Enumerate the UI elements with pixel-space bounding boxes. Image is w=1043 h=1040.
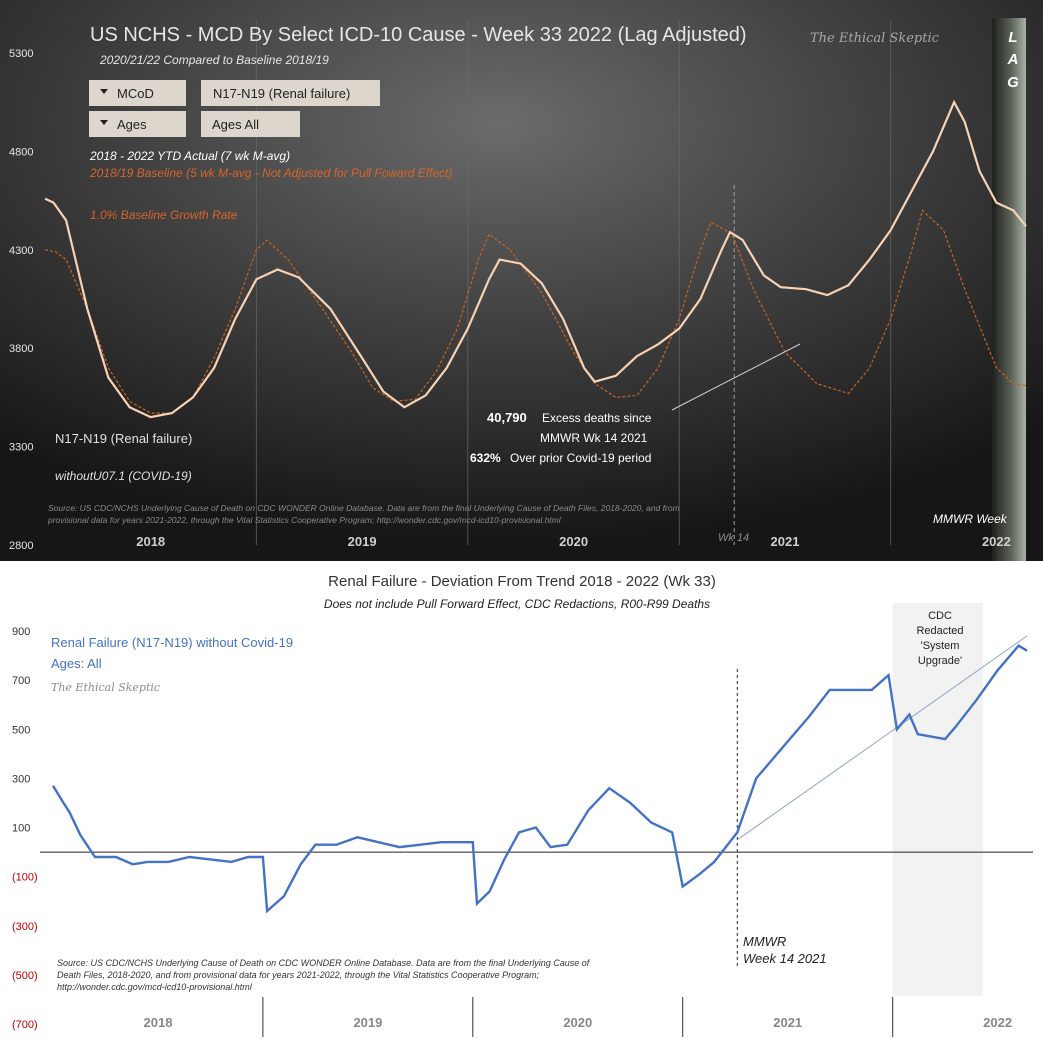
filter-ages-value-text: Ages All xyxy=(212,117,259,132)
filter-mcod-value[interactable]: N17-N19 (Renal failure) xyxy=(201,80,380,106)
filter-ages-value[interactable]: Ages All xyxy=(201,111,300,137)
excess-pct-text: Over prior Covid-19 period xyxy=(510,451,651,465)
top-watermark: The Ethical Skeptic xyxy=(810,31,940,46)
bottom-chart-subtitle: Does not include Pull Forward Effect, CD… xyxy=(324,597,710,611)
bottom-y-tick-label: (500) xyxy=(12,970,38,982)
top-y-tick-label: 3800 xyxy=(9,343,33,355)
bottom-chart-title: Renal Failure - Deviation From Trend 201… xyxy=(328,573,716,590)
top-year-label: 2019 xyxy=(348,534,377,549)
bottom-watermark: The Ethical Skeptic xyxy=(51,681,160,694)
filter-mcod-label: MCoD xyxy=(117,86,154,101)
top-chart-title: US NCHS - MCD By Select ICD-10 Cause - W… xyxy=(90,24,747,46)
lag-letter-a: A xyxy=(1007,51,1019,68)
top-y-tick-label: 3300 xyxy=(9,442,33,454)
bottom-chart-background xyxy=(0,561,1043,1040)
bottom-y-tick-label: 900 xyxy=(12,626,30,638)
mmwr-label-line-1: MMWR xyxy=(743,934,786,949)
mmwr-week-label: MMWR Week xyxy=(933,512,1008,526)
bottom-y-tick-label: 100 xyxy=(12,823,30,835)
series-label: Renal Failure (N17-N19) without Covid-19 xyxy=(51,635,293,650)
top-source-wrapper: Source: US CDC/NCHS Underlying Cause of … xyxy=(48,503,680,525)
top-chart: 5300 4800 4300 3800 3300 2800 L A G US NCHS -… xyxy=(0,0,1043,561)
mmwr-label-line-2: Week 14 2021 xyxy=(743,951,827,966)
top-year-label: 2020 xyxy=(559,534,588,549)
bottom-year-label: 2021 xyxy=(773,1015,802,1030)
dropdown-arrow-icon xyxy=(100,89,108,94)
bottom-y-tick-label: (100) xyxy=(12,872,38,884)
ages-label: Ages: All xyxy=(51,656,102,671)
redacted-label-line-4: Upgrade' xyxy=(918,655,962,667)
redacted-label-line-1: CDC xyxy=(928,610,952,622)
without-covid-label: withoutU07.1 (COVID-19) xyxy=(55,469,192,483)
bottom-year-label: 2022 xyxy=(983,1015,1012,1030)
deviation-series-line xyxy=(51,644,1028,914)
cause-label: N17-N19 (Renal failure) xyxy=(55,431,192,446)
excess-deaths-text-2: MMWR Wk 14 2021 xyxy=(540,431,648,445)
bottom-source-line-1: Source: US CDC/NCHS Underlying Cause of … xyxy=(57,958,591,968)
top-year-label: 2022 xyxy=(982,534,1011,549)
bottom-y-tick-label: (700) xyxy=(12,1019,38,1031)
filter-mcod-button[interactable]: MCoD xyxy=(89,80,186,106)
redacted-label-line-2: Redacted xyxy=(916,625,963,637)
wk14-label: Wk 14 xyxy=(718,532,749,544)
lag-letter-l: L xyxy=(1008,29,1017,46)
top-y-tick-label: 2800 xyxy=(9,540,33,552)
annotation-pointer-line xyxy=(671,343,801,411)
redacted-region xyxy=(892,603,983,996)
top-y-tick-label: 4300 xyxy=(9,245,33,257)
bottom-year-label: 2018 xyxy=(144,1015,173,1030)
bottom-year-label: 2020 xyxy=(563,1015,592,1030)
lag-letter-g: G xyxy=(1007,74,1019,91)
filter-mcod-value-text: N17-N19 (Renal failure) xyxy=(213,86,350,101)
top-year-label: 2021 xyxy=(771,534,800,549)
dropdown-arrow-icon xyxy=(100,120,108,125)
redacted-label-line-3: 'System xyxy=(921,640,960,652)
bottom-y-tick-label: (300) xyxy=(12,921,38,933)
bottom-source-line-2: Death Files, 2018-2020, and from provisi… xyxy=(57,970,540,980)
filter-ages-label: Ages xyxy=(117,117,147,132)
top-chart-subtitle: 2020/21/22 Compared to Baseline 2018/19 xyxy=(99,53,329,67)
actual-series-line xyxy=(44,99,1027,419)
bottom-y-tick-label: 300 xyxy=(12,773,30,785)
excess-pct-value: 632% xyxy=(470,451,501,465)
lag-band xyxy=(992,18,1026,561)
legend-growth-rate: 1.0% Baseline Growth Rate xyxy=(90,208,238,222)
bottom-year-label: 2019 xyxy=(353,1015,382,1030)
legend-baseline: 2018/19 Baseline (5 wk M-avg - Not Adjus… xyxy=(89,166,452,180)
excess-deaths-text: Excess deaths since xyxy=(542,411,652,425)
bottom-chart: 900 700 500 300 100 (100) (300) (500) (700) Rena… xyxy=(0,561,1043,1040)
filter-ages-button[interactable]: Ages xyxy=(89,111,186,137)
trend-line xyxy=(737,635,1028,841)
bottom-y-tick-label: 700 xyxy=(12,675,30,687)
legend-actual: 2018 - 2022 YTD Actual (7 wk M-avg) xyxy=(89,149,290,163)
bottom-y-tick-label: 500 xyxy=(12,724,30,736)
bottom-source-line-3: http://wonder.cdc.gov/mcd-icd10-provisio… xyxy=(57,982,253,992)
top-year-label: 2018 xyxy=(136,534,165,549)
excess-deaths-value: 40,790 xyxy=(487,410,527,425)
top-y-tick-label: 4800 xyxy=(9,146,33,158)
top-source-note: Source: US CDC/NCHS Underlying Cause of … xyxy=(48,503,680,525)
top-y-tick-label: 5300 xyxy=(9,48,33,60)
